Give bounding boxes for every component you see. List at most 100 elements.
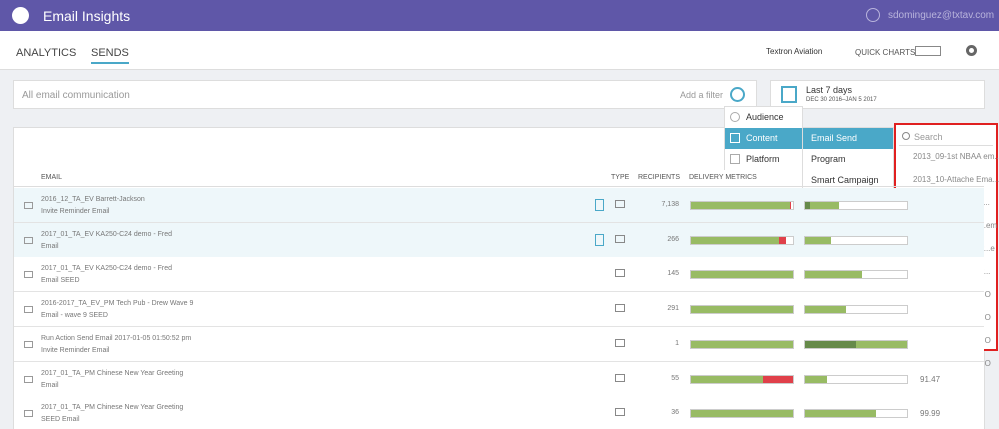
menu-label: Content (746, 133, 778, 143)
engagement-segment (805, 306, 846, 314)
email-subtitle: Email (41, 242, 59, 250)
delivered-segment (691, 375, 764, 383)
row-icon (24, 306, 33, 314)
search-icon (902, 132, 910, 140)
menu-item[interactable]: Audience (725, 107, 802, 128)
type-icon (615, 338, 625, 347)
submenu-item[interactable]: Program (803, 149, 893, 170)
bounced-segment (778, 236, 786, 244)
recipients: 7,138 (661, 201, 679, 208)
delivery-bar (690, 374, 794, 384)
type-icon (615, 234, 625, 243)
date-picker[interactable]: Last 7 days DEC 30 2016–JAN 5 2017 (770, 80, 985, 109)
menu-icon (730, 112, 740, 122)
column-header: TYPE (611, 174, 630, 181)
tab-active[interactable]: SENDS (91, 47, 129, 64)
recipients: 36 (671, 409, 679, 417)
engagement-segment (805, 271, 863, 279)
header-rule (14, 186, 984, 187)
tab[interactable]: ANALYTICS (16, 47, 77, 59)
engagement-bar (804, 374, 908, 384)
table-row[interactable]: 2016_12_TA_EV Barrett-Jackson Invite Remi… (14, 188, 984, 223)
engagement-segment (810, 202, 839, 209)
table-row[interactable]: 2016-2017_TA_EV_PM Tech Pub - Drew Wave … (14, 292, 984, 328)
recipients: 145 (667, 270, 679, 278)
recipients: 1 (675, 339, 679, 347)
recipients: 291 (667, 305, 679, 313)
calendar-icon (781, 86, 797, 103)
email-name: 2017_01_TA_EV KA250-C24 demo - Fred (41, 265, 173, 273)
submenu-item[interactable]: Email Send (803, 128, 893, 149)
email-subtitle: Email SEED (41, 277, 80, 285)
document-icon (595, 233, 604, 246)
recipients: 266 (667, 235, 679, 243)
delivery-bar (690, 270, 794, 280)
menu-label: Audience (746, 112, 784, 122)
logo (12, 7, 29, 24)
type-icon (615, 304, 625, 313)
table-row[interactable]: 2017_01_TA_PM Chinese New Year Greeting S… (14, 396, 984, 429)
recipients: 55 (671, 374, 679, 382)
menu-icon (730, 133, 740, 143)
email-subtitle: SEED Email (41, 416, 80, 424)
search-input[interactable]: Search (899, 128, 993, 146)
submenu-label: Email Send (811, 133, 858, 143)
email-subtitle: Invite Reminder Email (41, 346, 110, 354)
engagement-bar (804, 235, 908, 245)
delivery-bar (690, 409, 794, 419)
type-icon (615, 200, 625, 208)
table-row[interactable]: 2017_01_TA_PM Chinese New Year Greeting E… (14, 361, 984, 397)
row-icon (24, 202, 33, 209)
add-filter[interactable]: Add a filter (680, 90, 724, 100)
row-icon (24, 410, 33, 418)
table-row[interactable]: 2017_01_TA_EV KA250-C24 demo - Fred Email… (14, 222, 984, 258)
engagement-bar (804, 305, 908, 315)
filter-placeholder: All email communication (22, 90, 130, 101)
delivery-bar (690, 339, 794, 349)
add-filter-button[interactable] (730, 87, 745, 102)
tab-bar: ANALYTICS SENDS Textron Aviation QUICK C… (0, 31, 999, 70)
row-icon (24, 236, 33, 244)
submenu-label: Program (811, 154, 846, 164)
column-header: DELIVERY METRICS (689, 174, 757, 181)
engagement-bar (804, 339, 908, 349)
menu-icon (730, 154, 740, 164)
filter-box[interactable]: All email communication Add a filter (13, 80, 757, 109)
type-icon (615, 408, 625, 417)
app-title: Email Insights (43, 8, 131, 24)
score: 99.99 (920, 409, 941, 419)
email-subtitle: Email - wave 9 SEED (41, 312, 108, 320)
delivered-segment (691, 340, 793, 348)
search-result[interactable]: 2013_10-Attache Ema... (913, 175, 999, 184)
delivered-segment (691, 306, 793, 314)
search-result[interactable]: 2013_09-1st NBAA em... (913, 152, 999, 161)
table-row[interactable]: Run Action Send Email 2017-01-05 01:50:5… (14, 326, 984, 362)
menu-item[interactable]: Platform (725, 149, 802, 170)
delivered-segment (691, 236, 779, 244)
filter-submenu: Email Send Program Smart Campaign (802, 127, 894, 191)
delivered-segment (691, 271, 793, 279)
account[interactable]: Textron Aviation (766, 47, 823, 56)
email-name: 2017_01_TA_PM Chinese New Year Greeting (41, 404, 184, 412)
email-subtitle: Email (41, 381, 59, 389)
email-name: 2016-2017_TA_EV_PM Tech Pub - Drew Wave … (41, 300, 194, 308)
engagement-segment (805, 410, 877, 418)
quick-charts[interactable]: QUICK CHARTS (855, 48, 916, 57)
user-icon (866, 8, 880, 22)
table-row[interactable]: 2017_01_TA_EV KA250-C24 demo - Fred Email… (14, 257, 984, 293)
settings-icon[interactable] (966, 45, 977, 56)
delivery-bar (690, 201, 794, 210)
email-name: 2017_01_TA_EV KA250-C24 demo - Fred (41, 230, 173, 238)
menu-item[interactable]: Content (725, 128, 802, 149)
document-icon (595, 199, 604, 211)
delivered-segment (691, 202, 790, 209)
app-header: Email Insights sdominguez@txtav.com (0, 0, 999, 31)
type-icon (615, 269, 625, 278)
filter-menu: Audience Content Platform (724, 106, 803, 170)
user-email[interactable]: sdominguez@txtav.com (888, 10, 995, 21)
submenu-item[interactable]: Smart Campaign (803, 170, 893, 191)
row-icon (24, 340, 33, 348)
row-icon (24, 271, 33, 279)
engagement-dark (805, 202, 811, 209)
